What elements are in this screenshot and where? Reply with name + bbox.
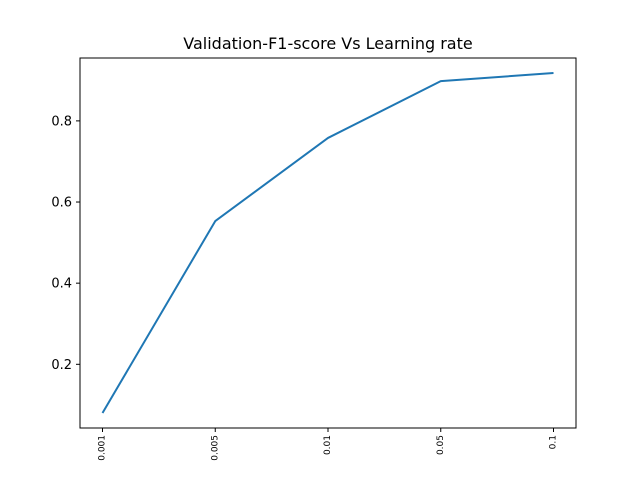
chart-title: Validation-F1-score Vs Learning rate <box>183 34 472 53</box>
x-tick-label: 0.005 <box>210 435 220 461</box>
x-tick-label: 0.05 <box>436 435 446 455</box>
y-tick-label: 0.4 <box>51 277 72 292</box>
x-tick-label: 0.1 <box>549 435 559 449</box>
x-tick-label: 0.01 <box>323 435 333 455</box>
axes-frame <box>79 57 577 429</box>
x-tick-label: 0.001 <box>98 435 108 461</box>
y-tick-label: 0.6 <box>51 196 72 211</box>
series-line-0 <box>101 72 554 414</box>
y-tick-label: 0.8 <box>51 114 72 129</box>
y-tick-label: 0.2 <box>51 358 72 373</box>
plot-area: 0.2 0.4 0.6 0.8 0.001 0.005 0.01 0.05 0.1 <box>51 72 559 461</box>
